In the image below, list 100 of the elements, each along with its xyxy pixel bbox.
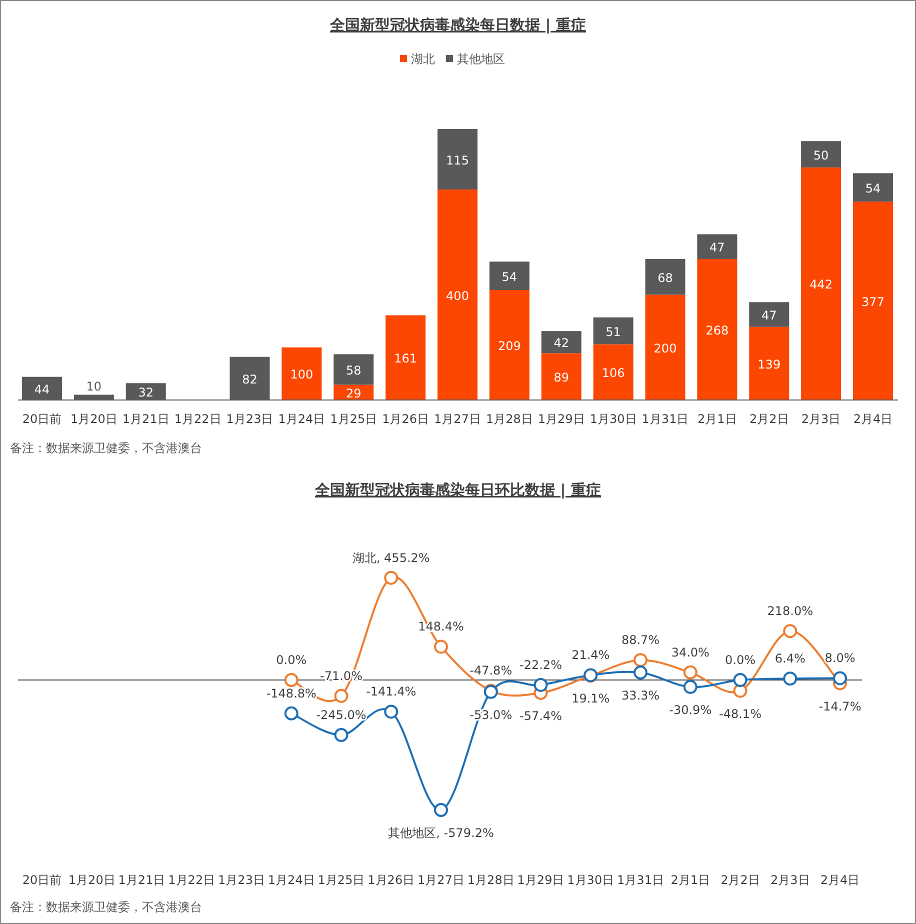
data-label: 139 xyxy=(758,357,781,372)
x-tick-label: 1月26日 xyxy=(368,873,415,887)
x-tick-label: 1月24日 xyxy=(278,412,326,426)
data-label: 0.0% xyxy=(276,653,307,667)
x-tick-label: 1月21日 xyxy=(118,873,166,887)
data-label: -30.9% xyxy=(669,702,712,717)
data-label: 0.0% xyxy=(725,653,756,667)
data-label: 29 xyxy=(346,386,362,400)
data-label: 21.4% xyxy=(572,648,610,662)
data-label: 218.0% xyxy=(767,604,814,618)
x-tick-label: 1月29日 xyxy=(517,873,564,887)
data-label: 89 xyxy=(554,370,570,385)
data-label: 268 xyxy=(706,323,729,338)
data-label: 54 xyxy=(865,181,881,196)
x-tick-label: 2月4日 xyxy=(853,412,893,426)
data-label: 54 xyxy=(502,270,518,284)
data-label: 33.3% xyxy=(621,688,660,703)
data-label: 50 xyxy=(813,148,829,162)
data-label: -22.2% xyxy=(520,658,562,672)
data-label: 82 xyxy=(242,372,258,386)
data-label: 42 xyxy=(554,336,570,350)
point xyxy=(334,728,348,742)
data-label: 湖北, 455.2% xyxy=(352,550,430,565)
legend-label: 湖北 xyxy=(411,52,435,66)
data-label: 32 xyxy=(138,386,154,400)
point xyxy=(634,666,648,680)
point xyxy=(434,640,448,654)
x-tick-label: 2月4日 xyxy=(820,873,860,887)
x-tick-label: 1月25日 xyxy=(330,412,378,426)
x-tick-label: 1月28日 xyxy=(467,873,514,887)
point xyxy=(733,673,748,687)
data-label: -48.1% xyxy=(719,706,762,721)
data-label: 106 xyxy=(602,366,625,380)
data-label: 209 xyxy=(498,339,521,354)
data-label: 47 xyxy=(710,240,725,255)
x-tick-label: 1月31日 xyxy=(642,412,689,426)
point xyxy=(683,665,698,680)
data-label: 377 xyxy=(862,294,884,309)
chart-title: 全国新型冠状病毒感染每日数据 | 重症 xyxy=(329,16,586,34)
point xyxy=(534,678,548,692)
data-label: -47.8% xyxy=(470,664,512,678)
data-label: 34.0% xyxy=(671,645,710,660)
data-label: 44 xyxy=(34,382,50,396)
data-label: 8.0% xyxy=(824,651,856,666)
data-label: 200 xyxy=(654,341,677,356)
data-label: -141.4% xyxy=(366,684,416,699)
x-tick-label: 2月3日 xyxy=(801,412,841,426)
data-label: 58 xyxy=(346,363,362,378)
point xyxy=(384,704,398,719)
data-label: 51 xyxy=(606,324,621,339)
x-tick-label: 1月20日 xyxy=(70,412,118,426)
x-tick-label: 1月27日 xyxy=(418,873,464,887)
x-tick-label: 1月27日 xyxy=(434,412,481,426)
point xyxy=(833,671,847,686)
x-tick-label: 20日前 xyxy=(22,873,62,887)
x-tick-label: 2月1日 xyxy=(698,412,737,426)
legend-label: 其他地区 xyxy=(457,52,505,66)
data-label: 115 xyxy=(446,153,469,168)
point xyxy=(384,570,398,585)
x-tick-label: 1月22日 xyxy=(174,412,222,426)
data-label: 100 xyxy=(290,368,314,382)
x-tick-label: 2月2日 xyxy=(720,873,760,887)
x-tick-label: 2月3日 xyxy=(770,873,810,887)
x-tick-label: 1月24日 xyxy=(268,873,315,887)
data-label: -57.4% xyxy=(520,708,562,723)
point xyxy=(434,803,448,817)
x-tick-label: 1月25日 xyxy=(318,873,365,887)
x-tick-label: 1月28日 xyxy=(486,412,533,426)
point xyxy=(334,688,348,703)
data-label: 88.7% xyxy=(621,633,660,648)
data-label: -245.0% xyxy=(316,708,366,722)
data-label: -14.7% xyxy=(818,699,862,714)
chart-title: 全国新型冠状病毒感染每日环比数据 | 重症 xyxy=(314,481,601,499)
point xyxy=(683,680,698,694)
x-tick-label: 1月30日 xyxy=(567,873,614,887)
x-tick-label: 1月22日 xyxy=(168,873,216,887)
data-label: 68 xyxy=(658,270,673,285)
x-tick-label: 20日前 xyxy=(22,412,62,426)
x-tick-label: 1月31日 xyxy=(617,873,664,887)
point xyxy=(634,653,648,668)
point xyxy=(284,673,298,687)
data-label: 47 xyxy=(761,308,777,322)
data-label: 10 xyxy=(86,380,102,394)
x-tick-label: 1月21日 xyxy=(122,412,170,426)
x-tick-label: 2月2日 xyxy=(749,412,789,426)
data-label: 6.4% xyxy=(774,652,806,666)
x-tick-label: 1月29日 xyxy=(538,412,585,426)
text: 备注：数据来源卫健委，不含港澳台 xyxy=(10,441,202,455)
point xyxy=(783,624,798,638)
text: 备注：数据来源卫健委，不含港澳台 xyxy=(10,900,202,914)
x-tick-label: 1月26日 xyxy=(382,412,430,426)
data-label: 161 xyxy=(394,352,418,366)
data-label: 442 xyxy=(810,278,833,292)
x-tick-label: 1月23日 xyxy=(218,873,265,887)
x-tick-label: 2月1日 xyxy=(670,873,710,887)
x-tick-label: 1月23日 xyxy=(226,412,274,426)
point xyxy=(284,706,298,720)
data-label: 19.1% xyxy=(572,692,610,706)
x-tick-label: 1月30日 xyxy=(590,412,637,426)
data-label: 400 xyxy=(446,288,469,303)
